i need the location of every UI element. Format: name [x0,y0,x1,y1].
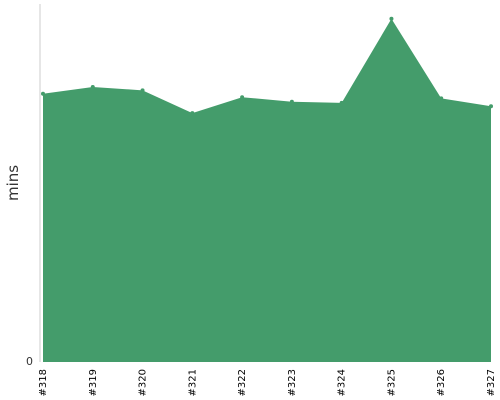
area-series [43,18,491,363]
y-tick-label: 0 [26,355,33,368]
data-point [339,100,344,105]
data-point [439,96,444,101]
x-tick-label: #318 [38,369,49,396]
x-tick-label: #326 [436,369,447,396]
x-tick-label: #323 [287,369,298,396]
x-tick-label: #321 [187,369,198,396]
x-tick-label: #319 [88,369,99,396]
y-tick-labels: 0 [26,355,33,368]
data-point [389,16,394,21]
y-axis-label: mins [4,165,22,201]
x-tick-label: #324 [337,369,348,396]
x-tick-label: #322 [237,369,248,396]
x-tick-labels: #318 #319 #320 #321 #322 #323 #324 #325 #326 #327 [38,369,497,396]
data-point [489,104,493,109]
data-point [41,91,45,96]
data-point [140,88,145,93]
x-tick-label: #327 [486,369,497,396]
data-point [90,84,95,89]
x-tick-label: #325 [386,369,397,396]
x-tick-label: #320 [138,369,149,396]
data-point [240,95,245,100]
area-layer [41,16,493,363]
data-point [289,99,294,104]
data-point [190,111,195,116]
